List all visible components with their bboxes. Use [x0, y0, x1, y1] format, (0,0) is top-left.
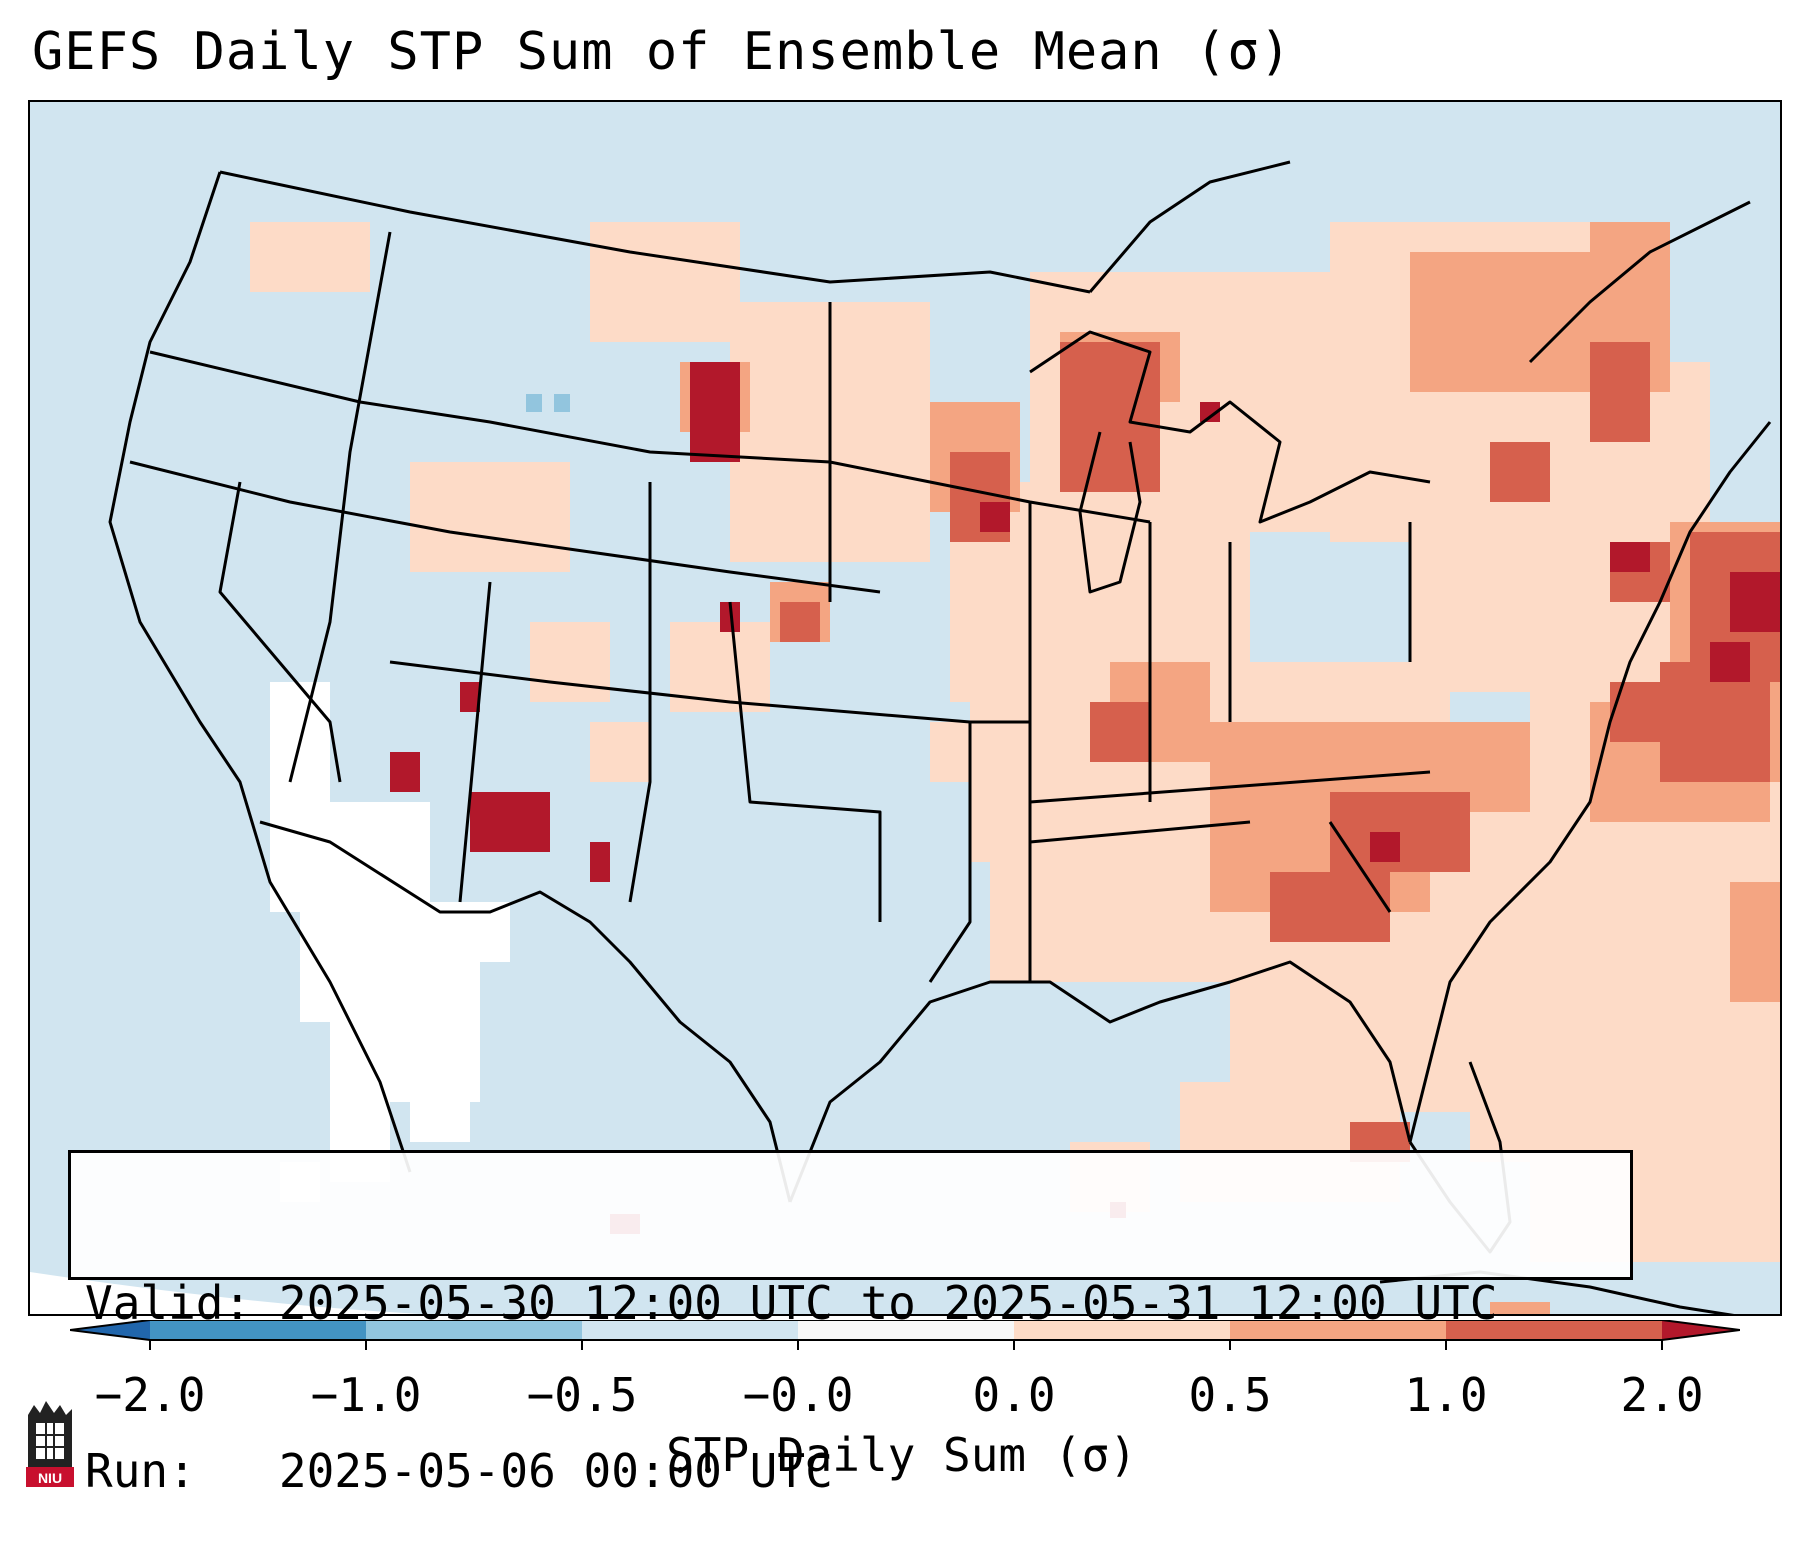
map-panel — [28, 100, 1782, 1316]
tick-label: 0.0 — [972, 1368, 1056, 1422]
state-line-r — [1088, 160, 1291, 293]
run-line: Run: 2025-05-06 00:00 UTC — [85, 1443, 1616, 1499]
colorbar-label: STP Daily Sum (σ) — [666, 1428, 1137, 1482]
run-text: 2025-05-06 00:00 UTC — [278, 1444, 833, 1498]
mexico-border — [259, 820, 792, 1203]
state-line-b — [129, 460, 881, 594]
state-line-q — [1328, 821, 1392, 913]
colorbar-bin-4 — [798, 1320, 1014, 1340]
state-line-m — [1029, 820, 1251, 844]
state-line-j — [928, 722, 972, 983]
us-canada-border — [219, 170, 1091, 294]
tick-label: 2.0 — [1620, 1368, 1704, 1422]
lake-michigan — [1078, 431, 1142, 594]
state-line-l — [1029, 770, 1431, 804]
colorbar-bin-2 — [366, 1320, 582, 1340]
projection-edge — [30, 1272, 422, 1314]
gulf-coast — [788, 960, 1412, 1203]
map-canvas — [30, 102, 1780, 1314]
colorbar-bin-7 — [1446, 1320, 1662, 1340]
anomaly-high — [780, 342, 1780, 1162]
tick-label: −0.0 — [742, 1368, 854, 1422]
west-coast — [108, 171, 412, 1173]
state-line-e — [389, 660, 1030, 724]
state-line-f — [458, 581, 492, 903]
chart-title: GEFS Daily STP Sum of Ensemble Mean (σ) — [32, 22, 1292, 82]
state-line-h — [728, 601, 882, 922]
svg-text:NIU: NIU — [38, 1470, 62, 1486]
colorbar-bin-6 — [1230, 1320, 1446, 1340]
colorbar-extend-min — [70, 1320, 150, 1340]
tick-label: −2.0 — [94, 1368, 206, 1422]
state-line-a — [149, 350, 1151, 524]
anomaly-negative — [526, 394, 570, 412]
new-england — [1528, 200, 1751, 364]
great-lakes — [1029, 330, 1431, 524]
state-line-c — [218, 481, 342, 783]
colorbar-ticks — [149, 1340, 1663, 1350]
state-borders — [108, 160, 1772, 1314]
state-line-g — [628, 482, 652, 903]
tick-label: −0.5 — [526, 1368, 638, 1422]
colorbar-bin-1 — [150, 1320, 366, 1340]
run-label: Run: — [85, 1444, 196, 1498]
niu-logo-icon: NIU — [26, 1401, 74, 1487]
colorbar — [70, 1320, 1740, 1350]
tick-label: −1.0 — [310, 1368, 422, 1422]
colorbar-bin-3 — [582, 1320, 798, 1340]
valid-run-info-box: Valid: 2025-05-30 12:00 UTC to 2025-05-3… — [68, 1150, 1633, 1498]
colorbar-extend-max — [1662, 1320, 1740, 1340]
colorbar-bin-5 — [1014, 1320, 1230, 1340]
tick-label: 1.0 — [1404, 1368, 1488, 1422]
tick-label: 0.5 — [1188, 1368, 1272, 1422]
anomaly-extreme — [390, 362, 1780, 1234]
east-coast — [1408, 421, 1772, 1143]
state-line-d — [288, 231, 392, 783]
